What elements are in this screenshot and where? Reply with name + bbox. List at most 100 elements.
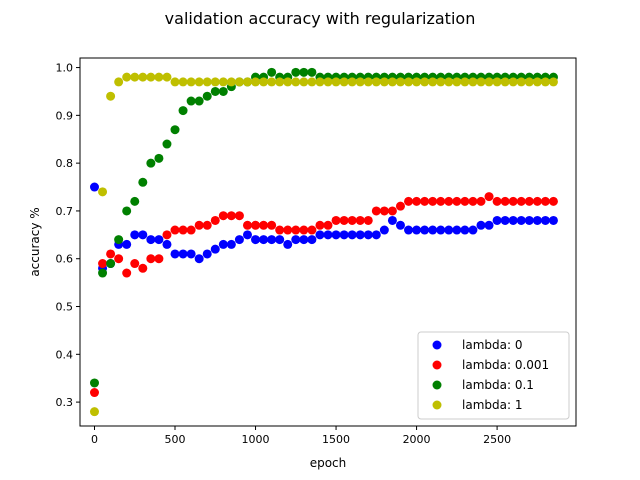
data-point	[548, 215, 558, 225]
data-point	[194, 220, 204, 230]
x-tick-label: 500	[165, 433, 186, 446]
data-point	[339, 77, 349, 87]
data-point	[460, 77, 470, 87]
data-point	[420, 225, 430, 235]
data-point	[428, 225, 438, 235]
data-point	[210, 215, 220, 225]
data-point	[444, 77, 454, 87]
data-point	[355, 215, 365, 225]
data-point	[404, 196, 414, 206]
data-point	[89, 182, 99, 192]
data-point	[226, 211, 236, 221]
data-point	[516, 77, 526, 87]
data-point	[323, 220, 333, 230]
data-point	[387, 77, 397, 87]
data-point	[331, 215, 341, 225]
data-point	[234, 211, 244, 221]
data-point	[444, 196, 454, 206]
data-point	[363, 77, 373, 87]
data-point	[331, 77, 341, 87]
data-point	[339, 230, 349, 240]
data-point	[259, 77, 269, 87]
y-tick-label: 1.0	[56, 62, 74, 75]
data-point	[98, 268, 108, 278]
data-point	[130, 72, 140, 82]
data-point	[476, 196, 486, 206]
data-point	[412, 196, 422, 206]
data-point	[251, 220, 261, 230]
data-point	[404, 225, 414, 235]
data-point	[242, 220, 252, 230]
data-point	[540, 196, 550, 206]
data-point	[500, 215, 510, 225]
data-point	[283, 225, 293, 235]
data-point	[210, 244, 220, 254]
data-point	[138, 230, 148, 240]
data-point	[379, 225, 389, 235]
data-point	[130, 259, 140, 269]
data-point	[420, 196, 430, 206]
data-point	[395, 220, 405, 230]
data-point	[194, 254, 204, 264]
data-point	[484, 220, 494, 230]
chart-title: validation accuracy with regularization	[165, 9, 476, 28]
data-point	[98, 187, 108, 197]
data-point	[524, 215, 534, 225]
data-point	[154, 235, 164, 245]
legend-label: lambda: 0.001	[462, 358, 549, 372]
data-point	[178, 106, 188, 116]
data-point	[347, 77, 357, 87]
data-point	[436, 225, 446, 235]
data-point	[500, 77, 510, 87]
data-point	[170, 249, 180, 259]
legend-marker	[432, 360, 442, 370]
data-point	[283, 77, 293, 87]
data-point	[307, 67, 317, 77]
data-point	[492, 77, 502, 87]
data-point	[468, 196, 478, 206]
data-point	[106, 91, 116, 101]
data-point	[122, 268, 132, 278]
data-point	[540, 215, 550, 225]
data-point	[379, 206, 389, 216]
data-point	[347, 215, 357, 225]
data-point	[323, 230, 333, 240]
data-point	[186, 77, 196, 87]
data-point	[186, 96, 196, 106]
legend-label: lambda: 0	[462, 338, 522, 352]
data-point	[363, 230, 373, 240]
data-point	[508, 196, 518, 206]
data-point	[170, 125, 180, 135]
data-point	[355, 230, 365, 240]
data-point	[89, 388, 99, 398]
data-point	[202, 220, 212, 230]
legend-marker	[432, 340, 442, 350]
data-point	[138, 177, 148, 187]
data-point	[114, 77, 124, 87]
data-point	[178, 249, 188, 259]
series-0	[89, 182, 558, 273]
data-point	[146, 72, 156, 82]
data-point	[476, 77, 486, 87]
data-point	[202, 77, 212, 87]
data-point	[275, 77, 285, 87]
data-point	[98, 259, 108, 269]
data-point	[387, 206, 397, 216]
plot-frame	[79, 57, 577, 427]
data-point	[363, 215, 373, 225]
data-point	[444, 225, 454, 235]
data-point	[355, 77, 365, 87]
x-tick-label: 2500	[483, 433, 511, 446]
data-point	[242, 230, 252, 240]
legend-marker	[432, 400, 442, 410]
data-point	[218, 77, 228, 87]
y-axis: 0.3 0.4 0.5 0.6 0.7 0.8 0.9 1.0	[56, 62, 80, 409]
data-point	[226, 239, 236, 249]
data-point	[291, 77, 301, 87]
data-point	[162, 72, 172, 82]
data-point	[323, 77, 333, 87]
data-point	[234, 235, 244, 245]
data-point	[436, 196, 446, 206]
data-point	[226, 77, 236, 87]
